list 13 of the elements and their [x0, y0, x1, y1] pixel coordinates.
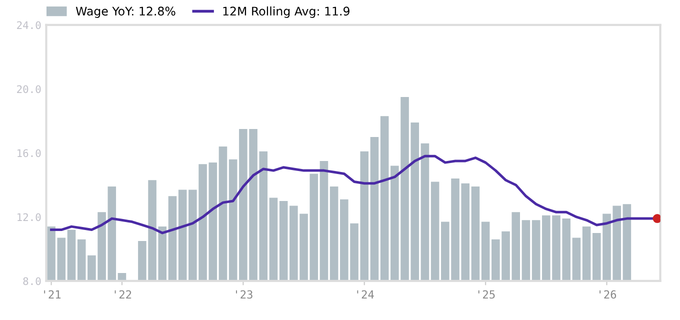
y-tick-label: 12.0 — [18, 213, 41, 222]
legend-label: 12M Rolling Avg: 11.9 — [223, 6, 350, 18]
legend-label: Wage YoY: 12.8% — [76, 6, 176, 18]
y-tick-label: 20.0 — [17, 85, 41, 94]
x-tick-label: '26 — [600, 290, 616, 299]
x-tick-label: '23 — [236, 290, 252, 299]
y-tick-label: 24.0 — [17, 21, 41, 30]
x-tick-label: '21 — [44, 290, 61, 298]
x-tick-label: '25 — [478, 290, 495, 299]
y-tick-label: 8.0 — [23, 277, 41, 286]
x-tick-label: '22 — [114, 290, 132, 298]
x-tick-label: '24 — [357, 290, 374, 298]
y-tick-label: 16.0 — [18, 149, 41, 158]
